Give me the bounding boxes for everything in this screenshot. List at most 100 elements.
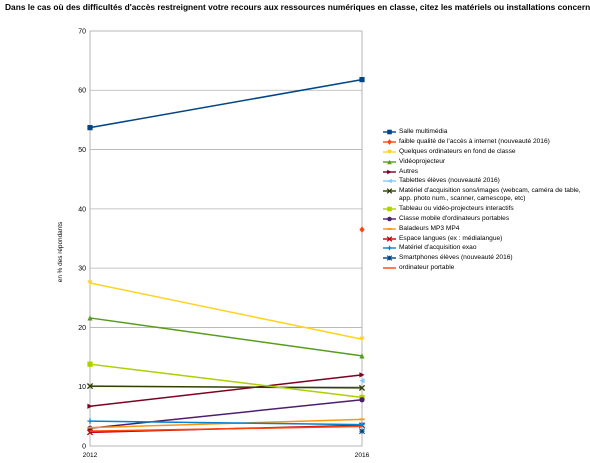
legend-label: Baladeurs MP3 MP4 [399,224,460,232]
legend-item: ordinateur portable [383,264,588,272]
y-tick-label: 60 [78,88,86,95]
series-line [89,420,363,426]
legend-item: Espace langues (ex : médialangue) [383,235,588,243]
data-point [387,227,392,230]
data-point [386,235,393,242]
data-point [87,426,93,429]
data-point [359,418,365,421]
data-point [359,397,365,403]
legend-label: Classe mobile d'ordinateurs portables [399,214,510,222]
series [87,315,365,359]
data-point [86,383,94,390]
legend-swatch [383,149,396,155]
series-line [89,282,363,341]
y-tick-label: 50 [78,147,86,154]
chart-title: Dans le cas où des difficultés d'accès r… [5,2,590,12]
series-line [89,363,363,399]
legend-item: faible qualité de l'accès à internet (no… [383,138,588,146]
series [359,428,365,435]
chart-legend: Salle multimédia faible qualité de l'accè… [383,128,588,274]
data-point [359,226,365,233]
legend-item: Matériel d'acquisition exao [383,244,588,252]
legend-swatch [383,246,396,251]
legend-swatch [383,267,396,269]
series [87,361,365,400]
data-point [87,280,93,286]
data-point [387,179,392,184]
data-point [387,169,392,174]
legend-label: Matériel d'acquisition exao [399,244,477,252]
legend-label: Tablettes élèves (nouveauté 2016) [399,177,500,185]
data-point [87,125,93,131]
gridlines [89,30,363,447]
legend-label: faible qualité de l'accès à internet (no… [399,137,550,145]
series-line [89,317,363,357]
series [89,425,363,432]
legend-swatch [383,216,396,222]
series-lines [86,77,366,436]
legend-label: Vidéoprojecteur [399,157,446,165]
legend-item: Tablettes élèves (nouveauté 2016) [383,177,588,185]
data-point [386,255,393,261]
legend-swatch [383,227,396,230]
legend-label: Matériel d'acquisition sons/images (webc… [399,187,581,202]
legend-item: Matériel d'acquisition sons/images (webc… [383,187,588,202]
data-point [359,372,365,378]
plot-area-frame [89,30,363,447]
legend-label: Smartphones élèves (nouveauté 2016) [399,254,513,262]
legend-label: ordinateur portable [399,264,455,272]
legend-swatch [383,138,396,145]
axes: 0 10 20 30 40 50 60 70 2012 2016 [78,28,369,459]
data-point [358,384,366,391]
legend-swatch [383,255,396,261]
data-point [359,77,365,83]
series-line [89,78,363,129]
series [87,77,365,131]
legend-item: Baladeurs MP3 MP4 [383,225,588,233]
data-point [87,361,93,367]
series-line [89,385,363,389]
data-point [359,353,365,359]
legend-swatch [383,206,396,212]
series [87,418,365,428]
data-point [87,315,93,321]
x-tick-label: 2016 [355,452,370,459]
legend-item: Autres [383,168,588,176]
series [86,383,366,391]
legend-label: Tableau ou vidéo-projecteurs interactifs [399,204,514,212]
legend-label: Salle multimédia [399,128,448,135]
data-point [387,159,392,164]
legend-swatch [383,179,396,184]
data-point [387,149,392,155]
legend-swatch [383,169,396,174]
data-point [386,188,393,195]
legend-swatch [383,188,396,195]
series-line [89,399,363,429]
series [359,226,365,233]
data-point [359,378,365,384]
series [359,378,365,384]
data-point [87,403,93,409]
data-point [387,206,392,212]
series-line [89,374,363,408]
y-tick-label: 10 [78,384,86,391]
y-tick-label: 40 [78,206,86,213]
y-tick-label: 30 [78,266,86,273]
data-point [359,422,365,428]
legend-label: Espace langues (ex : médialangue) [399,234,503,242]
legend-swatch [383,235,396,242]
legend-item: Quelques ordinateurs en fond de classe [383,148,588,156]
legend-swatch [383,159,396,164]
x-tick-label: 2012 [83,452,98,459]
data-point [359,336,365,342]
data-point [387,216,392,222]
legend-item: Classe mobile d'ordinateurs portables [383,215,588,223]
legend-item: Vidéoprojecteur [383,158,588,166]
y-tick-label: 20 [78,325,86,332]
data-point [387,129,392,135]
legend-label: Autres [399,167,419,175]
data-point [387,246,392,251]
y-tick-label: 70 [78,28,86,35]
y-tick-label: 0 [82,443,86,450]
